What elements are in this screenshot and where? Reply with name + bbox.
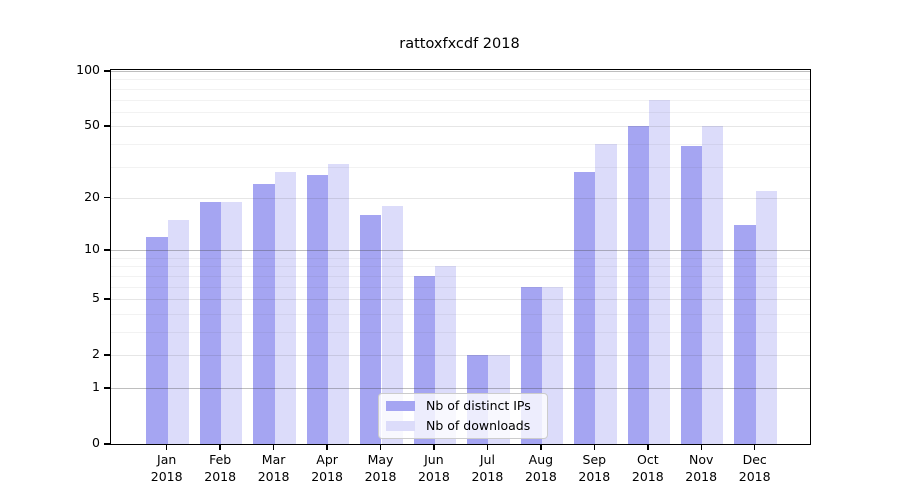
x-tick-mark-may <box>379 444 382 450</box>
gridline-y-40 <box>111 143 810 145</box>
bar-distinct-ips-jan <box>146 236 168 444</box>
legend-label-downloads: Nb of downloads <box>426 418 531 433</box>
bar-downloads-oct <box>648 99 671 444</box>
x-tick-mark-jun <box>433 444 435 450</box>
x-tick-mark-mar <box>272 444 275 450</box>
y-tick-mark-1 <box>104 387 110 389</box>
gridline-y-1 <box>111 388 810 389</box>
gridline-y-3 <box>111 332 810 333</box>
gridline-y-8 <box>111 266 810 268</box>
x-tick-mark-jul <box>486 444 489 450</box>
gridline-y-100 <box>111 71 810 72</box>
x-tick-mark-dec <box>753 444 756 450</box>
gridline-y-90 <box>111 79 810 81</box>
x-tick-mark-nov <box>700 444 702 450</box>
x-tick-label-apr: Apr 2018 <box>311 452 343 484</box>
y-tick-label-10: 10 <box>84 241 100 257</box>
y-tick-label-50: 50 <box>84 117 100 133</box>
gridline-y-30 <box>111 166 810 168</box>
y-tick-label-1: 1 <box>92 379 100 394</box>
y-tick-label-5: 5 <box>92 290 100 306</box>
bar-downloads-nov <box>702 126 724 444</box>
y-tick-label-20: 20 <box>84 188 100 204</box>
bar-downloads-sep <box>595 143 617 444</box>
x-tick-label-nov: Nov 2018 <box>685 452 718 484</box>
x-tick-mark-oct <box>647 444 649 450</box>
bar-distinct-ips-feb <box>199 201 222 444</box>
bar-distinct-ips-oct <box>627 126 649 444</box>
y-tick-mark-20 <box>104 196 110 199</box>
x-tick-label-jun: Jun 2018 <box>417 452 450 484</box>
x-tick-label-mar: Mar 2018 <box>257 452 290 484</box>
bar-downloads-may <box>381 206 403 444</box>
x-tick-label-may: May 2018 <box>364 452 397 484</box>
bar-downloads-mar <box>274 171 296 444</box>
gridline-y-60 <box>111 111 810 113</box>
x-tick-label-aug: Aug 2018 <box>524 452 557 484</box>
gridline-y-10 <box>111 250 810 252</box>
x-tick-mark-jan <box>165 444 168 450</box>
x-tick-label-oct: Oct 2018 <box>631 452 664 484</box>
y-tick-mark-100 <box>104 70 110 72</box>
legend-label-distinct-ips: Nb of distinct IPs <box>426 398 531 413</box>
gridline-y-80 <box>111 88 810 90</box>
x-tick-mark-aug <box>540 444 542 450</box>
legend: Nb of distinct IPs Nb of downloads <box>378 393 548 439</box>
x-tick-label-dec: Dec 2018 <box>738 452 771 484</box>
y-tick-label-100: 100 <box>76 62 100 77</box>
y-tick-label-2: 2 <box>92 346 100 362</box>
gridline-y-50 <box>111 126 810 128</box>
x-tick-mark-sep <box>593 444 595 450</box>
x-tick-mark-apr <box>326 444 328 450</box>
gridline-y-6 <box>111 286 810 288</box>
x-tick-mark-feb <box>219 444 221 450</box>
bar-distinct-ips-dec <box>734 225 756 444</box>
bar-downloads-apr <box>328 163 350 444</box>
y-tick-label-0: 0 <box>92 435 100 450</box>
gridline-y-7 <box>111 275 810 277</box>
bar-distinct-ips-mar <box>253 183 275 444</box>
bar-distinct-ips-may <box>360 215 382 444</box>
y-tick-mark-5 <box>104 298 110 300</box>
bar-downloads-feb <box>221 201 243 444</box>
gridline-y-70 <box>111 99 810 101</box>
x-tick-label-feb: Feb 2018 <box>204 452 237 484</box>
legend-swatch-distinct-ips <box>386 401 415 411</box>
gridline-y-4 <box>111 313 810 315</box>
y-tick-mark-50 <box>104 125 110 127</box>
x-tick-label-jul: Jul 2018 <box>471 452 504 484</box>
y-tick-mark-10 <box>104 249 110 251</box>
gridline-y-5 <box>111 299 810 301</box>
gridline-y-9 <box>111 257 810 259</box>
x-tick-label-jan: Jan 2018 <box>150 452 183 484</box>
legend-swatch-downloads <box>386 421 415 431</box>
y-tick-mark-2 <box>104 354 110 356</box>
bar-distinct-ips-nov <box>680 145 703 444</box>
y-tick-mark-0 <box>104 443 110 445</box>
bar-distinct-ips-apr <box>306 174 329 444</box>
gridline-y-20 <box>111 197 810 199</box>
bar-downloads-jan <box>167 219 189 444</box>
legend-row-downloads: Nb of downloads <box>379 417 547 435</box>
gridline-y-2 <box>111 355 810 357</box>
x-tick-label-sep: Sep 2018 <box>578 452 611 484</box>
bar-distinct-ips-sep <box>574 171 596 444</box>
plot-area <box>110 69 811 445</box>
chart-title: rattoxfxcdf 2018 <box>399 36 520 52</box>
legend-row-distinct-ips: Nb of distinct IPs <box>379 397 547 415</box>
bar-downloads-dec <box>755 190 777 444</box>
